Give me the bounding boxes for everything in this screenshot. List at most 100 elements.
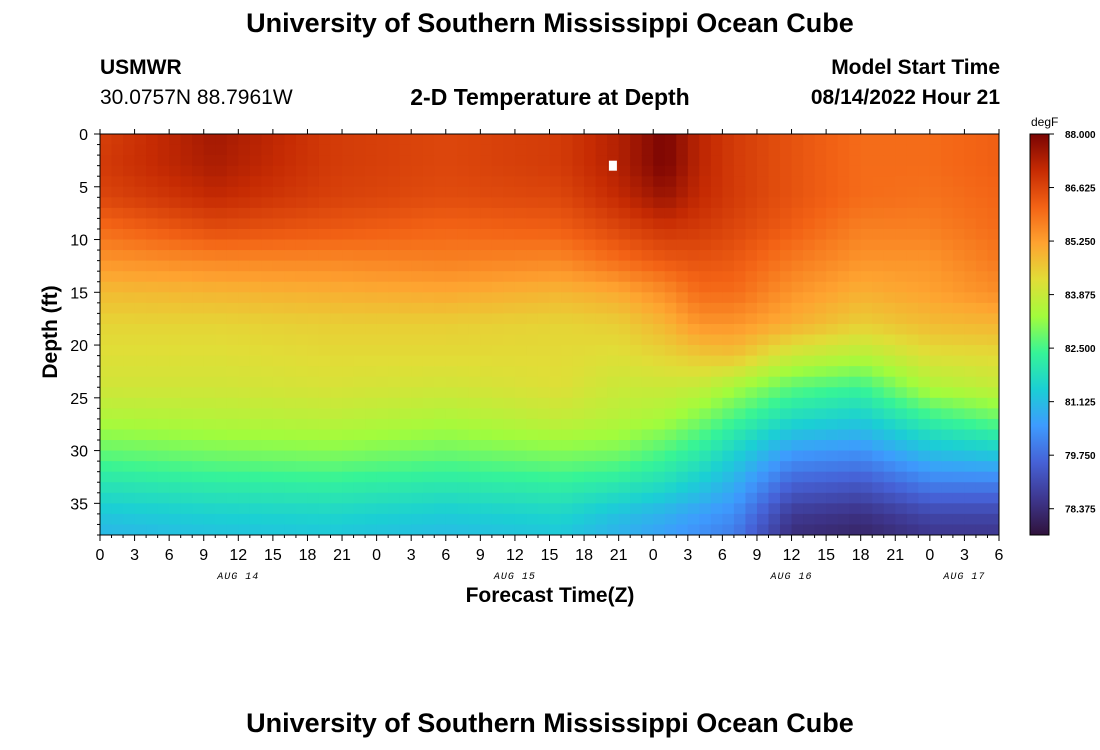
heatmap-cell xyxy=(837,239,850,251)
heatmap-cell xyxy=(307,302,320,314)
heatmap-cell xyxy=(756,440,770,452)
heatmap-cell xyxy=(146,440,159,452)
page-title: University of Southern Mississippi Ocean… xyxy=(246,8,854,38)
heatmap-cell xyxy=(814,334,827,346)
heatmap-cell xyxy=(780,461,793,473)
heatmap-cell xyxy=(365,450,378,462)
heatmap-cell xyxy=(975,345,989,357)
heatmap-cell xyxy=(561,376,574,388)
heatmap-cell xyxy=(607,313,620,325)
heatmap-cell xyxy=(514,134,528,146)
heatmap-cell xyxy=(353,471,366,483)
heatmap-cell xyxy=(261,471,274,483)
heatmap-cell xyxy=(849,260,862,272)
heatmap-cell xyxy=(791,323,804,336)
heatmap-cell xyxy=(100,355,113,367)
heatmap-cell xyxy=(860,524,873,535)
heatmap-cell xyxy=(353,218,366,230)
heatmap-cell xyxy=(929,429,942,441)
heatmap-cell xyxy=(503,492,516,504)
heatmap-cell xyxy=(445,482,458,494)
heatmap-cell xyxy=(157,450,170,462)
heatmap-cell xyxy=(549,345,562,357)
heatmap-cell xyxy=(584,218,597,230)
heatmap-cell xyxy=(491,176,504,188)
heatmap-cell xyxy=(952,134,966,146)
heatmap-cell xyxy=(146,155,159,167)
heatmap-cell xyxy=(849,503,862,515)
heatmap-cell xyxy=(687,323,700,336)
heatmap-cell xyxy=(791,144,804,156)
heatmap-cell xyxy=(123,397,136,409)
heatmap-cell xyxy=(826,408,839,420)
heatmap-cell xyxy=(733,503,747,515)
heatmap-cell xyxy=(468,450,481,462)
heatmap-cell xyxy=(457,334,470,346)
heatmap-cell xyxy=(272,165,286,177)
heatmap-cell xyxy=(399,302,412,314)
heatmap-cell xyxy=(376,271,389,283)
heatmap-cell xyxy=(756,355,770,367)
heatmap-cell xyxy=(353,461,366,473)
heatmap-cell xyxy=(180,228,193,241)
heatmap-cell xyxy=(537,503,551,515)
heatmap-cell xyxy=(434,313,447,325)
heatmap-cell xyxy=(791,524,804,535)
heatmap-cell xyxy=(653,513,666,526)
heatmap-cell xyxy=(699,334,712,346)
heatmap-cell xyxy=(342,176,355,188)
heatmap-cell xyxy=(192,250,205,262)
heatmap-cell xyxy=(607,144,620,156)
heatmap-cell xyxy=(318,239,332,251)
heatmap-cell xyxy=(468,165,481,177)
heatmap-cell xyxy=(618,250,631,262)
heatmap-cell xyxy=(768,176,781,188)
heatmap-cell xyxy=(872,513,885,526)
heatmap-cell xyxy=(307,155,320,167)
heatmap-cell xyxy=(676,334,689,346)
heatmap-cell xyxy=(226,376,239,388)
heatmap-cell xyxy=(872,144,885,156)
heatmap-cell xyxy=(284,197,297,209)
heatmap-cell xyxy=(365,165,378,177)
heatmap-cell xyxy=(607,408,620,420)
heatmap-cell xyxy=(549,323,562,336)
heatmap-cell xyxy=(653,165,666,177)
heatmap-cell xyxy=(123,471,136,483)
heatmap-cell xyxy=(826,440,839,452)
heatmap-cell xyxy=(618,176,631,188)
heatmap-cell xyxy=(872,524,885,535)
heatmap-cell xyxy=(261,461,274,473)
heatmap-cell xyxy=(295,440,309,452)
heatmap-cell xyxy=(722,271,735,283)
heatmap-cell xyxy=(964,334,977,346)
heatmap-cell xyxy=(526,207,539,220)
heatmap-cell xyxy=(918,239,931,251)
heatmap-cell xyxy=(975,397,989,409)
x-tick-label: 9 xyxy=(199,547,208,564)
heatmap-cell xyxy=(791,376,804,388)
heatmap-cell xyxy=(687,376,700,388)
heatmap-cell xyxy=(445,418,458,431)
heatmap-cell xyxy=(826,197,839,209)
heatmap-cell xyxy=(169,197,182,209)
heatmap-cell xyxy=(503,482,516,494)
heatmap-cell xyxy=(814,418,827,431)
heatmap-cell xyxy=(526,461,539,473)
heatmap-cell xyxy=(180,302,193,314)
heatmap-cell xyxy=(238,239,251,251)
heatmap-cell xyxy=(607,186,620,198)
heatmap-cell xyxy=(514,250,528,262)
heatmap-cell xyxy=(203,250,216,262)
heatmap-cell xyxy=(941,418,954,431)
heatmap-cell xyxy=(814,228,827,241)
heatmap-cell xyxy=(157,355,170,367)
heatmap-cell xyxy=(514,376,528,388)
heatmap-cell xyxy=(964,408,977,420)
heatmap-cell xyxy=(745,461,758,473)
heatmap-cell xyxy=(480,260,493,272)
heatmap-cell xyxy=(134,524,147,535)
heatmap-cell xyxy=(653,492,666,504)
heatmap-cell xyxy=(388,513,401,526)
heatmap-cell xyxy=(480,366,493,378)
